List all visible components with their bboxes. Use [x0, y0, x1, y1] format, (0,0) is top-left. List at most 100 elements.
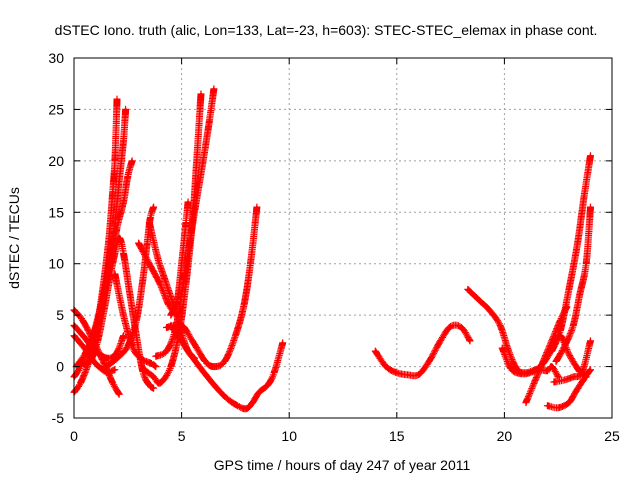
x-axis-label: GPS time / hours of day 247 of year 2011 [214, 457, 471, 473]
data-point [223, 395, 226, 398]
data-point [122, 334, 125, 337]
data-point [563, 344, 566, 348]
data-point [169, 324, 173, 327]
data-point [148, 221, 151, 224]
data-point [546, 369, 549, 372]
data-point [589, 339, 592, 343]
data-point [557, 406, 560, 409]
data-point [152, 375, 155, 379]
x-tick-label: 0 [70, 428, 78, 444]
data-point [79, 381, 82, 385]
data-point [139, 357, 142, 360]
data-point [156, 257, 160, 260]
data-point [117, 393, 121, 396]
series-arc-16 [167, 321, 287, 413]
series-arc-15 [163, 203, 261, 371]
y-tick-label: 0 [56, 359, 64, 375]
data-point [554, 360, 558, 363]
data-point [572, 375, 575, 379]
data-point [115, 97, 119, 101]
data-point [180, 324, 183, 327]
data-point [186, 252, 190, 255]
data-point [460, 326, 463, 329]
data-point [165, 349, 168, 353]
data-point [165, 326, 168, 329]
data-point [589, 368, 592, 371]
data-point [141, 277, 145, 281]
x-tick-label: 15 [389, 428, 405, 444]
data-point [158, 381, 162, 385]
data-point [152, 205, 155, 209]
data-point [124, 108, 127, 111]
data-point [488, 308, 491, 312]
data-point [550, 349, 553, 353]
data-point [165, 283, 168, 286]
series-arc-23 [552, 203, 594, 365]
data-point [533, 380, 536, 384]
data-point [498, 324, 502, 327]
data-point [272, 371, 276, 374]
data-point [251, 401, 254, 404]
data-point [128, 293, 132, 296]
series-arc-24 [548, 152, 594, 355]
data-point [578, 293, 581, 296]
data-point [135, 319, 138, 322]
y-tick-label: 25 [48, 101, 64, 117]
x-tick-label: 5 [178, 428, 186, 444]
data-point [257, 391, 261, 394]
data-point [242, 303, 246, 307]
data-point [158, 283, 162, 286]
data-point [105, 370, 108, 373]
data-point [135, 334, 138, 337]
data-point [126, 175, 129, 178]
data-point [115, 357, 119, 360]
data-point [186, 349, 190, 353]
data-point [115, 226, 119, 229]
data-point [255, 205, 259, 209]
x-tick-label: 25 [604, 428, 620, 444]
data-point [468, 339, 472, 343]
series-arc-14 [167, 198, 192, 319]
data-point [169, 313, 173, 317]
data-point [249, 262, 252, 265]
data-point [204, 360, 207, 363]
data-point [83, 363, 86, 366]
data-point [102, 308, 106, 312]
series-arc-17 [371, 321, 474, 380]
data-point [96, 339, 99, 343]
data-point [589, 205, 592, 209]
data-point [113, 159, 117, 163]
data-point [406, 373, 409, 376]
data-point [567, 401, 571, 404]
data-point [208, 118, 211, 121]
data-point [384, 365, 388, 368]
data-point [466, 288, 470, 291]
data-point [546, 404, 549, 407]
chart-title: dSTEC Iono. truth (alic, Lon=133, Lat=-2… [55, 22, 598, 38]
data-point [113, 272, 117, 276]
data-point [154, 365, 157, 368]
data-point [122, 139, 125, 142]
data-point [81, 319, 84, 322]
data-point [206, 375, 209, 379]
x-tick-label: 20 [497, 428, 513, 444]
series-arc-9 [102, 203, 158, 371]
data-point [576, 241, 579, 245]
data-point [236, 404, 239, 407]
data-point [148, 383, 151, 387]
data-point [559, 329, 562, 332]
data-point [94, 362, 97, 365]
data-point [584, 262, 588, 265]
data-point [113, 252, 117, 255]
data-point [107, 357, 110, 360]
data-point [109, 272, 112, 276]
data-point [234, 334, 237, 337]
data-point [550, 339, 553, 343]
series-arc-13 [152, 85, 218, 360]
data-point [212, 87, 216, 91]
data-point [117, 180, 121, 183]
data-point [180, 262, 183, 265]
data-point [449, 325, 452, 328]
data-point [115, 350, 119, 354]
data-point [90, 358, 93, 361]
